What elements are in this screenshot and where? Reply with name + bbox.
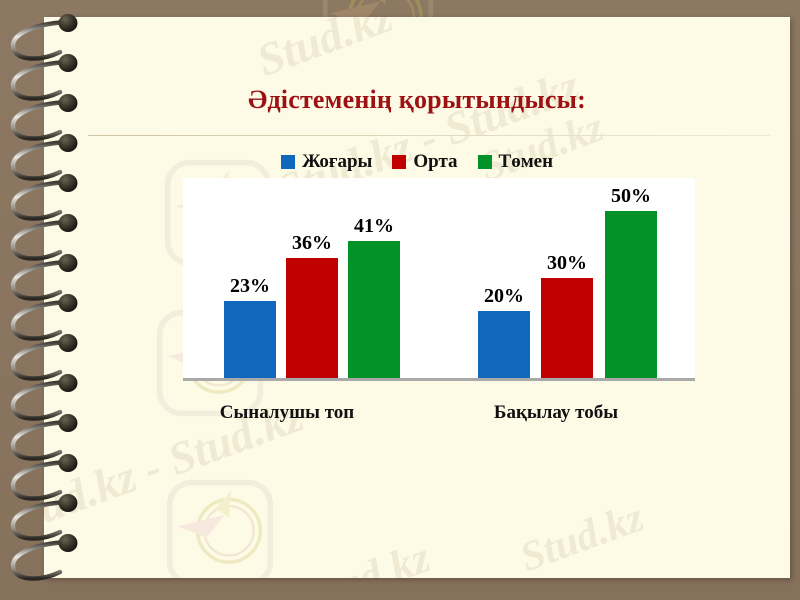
legend-item-label: Жоғары bbox=[301, 151, 373, 172]
title-divider bbox=[88, 135, 770, 136]
bar-1-2[interactable] bbox=[605, 211, 657, 378]
legend-item-label: Орта bbox=[413, 151, 458, 172]
bar-0-2[interactable] bbox=[348, 241, 400, 378]
legend-swatch-icon bbox=[477, 155, 492, 169]
legend-swatch-icon bbox=[280, 155, 295, 169]
bar-0-1[interactable] bbox=[286, 258, 338, 378]
watermark-bottom-mid: Stud.kz bbox=[294, 531, 437, 578]
category-label-1: Бақылау тобы bbox=[493, 402, 619, 423]
bar-1-1[interactable] bbox=[541, 278, 593, 378]
bar-value-label-1-0: 20% bbox=[484, 285, 524, 307]
bar-value-label-0-2: 41% bbox=[354, 215, 394, 237]
chart-axis-line bbox=[183, 378, 695, 381]
bar-value-label-1-1: 30% bbox=[547, 252, 587, 274]
legend-item-0[interactable]: Жоғары bbox=[280, 151, 373, 173]
stud-kz-logo-watermark-icon bbox=[166, 479, 274, 578]
slide-title: Әдістеменің қорытындысы: bbox=[248, 85, 586, 114]
bar-value-label-1-2: 50% bbox=[611, 185, 651, 207]
watermark-bottom-right: Stud.kz bbox=[514, 494, 650, 578]
legend-item-1[interactable]: Орта bbox=[392, 151, 458, 173]
bar-value-label-0-1: 36% bbox=[292, 232, 332, 254]
chart-legend: Жоғары Орта Төмен bbox=[44, 151, 790, 173]
legend-item-label: Төмен bbox=[498, 151, 554, 172]
bar-1-0[interactable] bbox=[478, 311, 530, 378]
watermark-top-left: Stud.kz bbox=[250, 17, 399, 86]
legend-item-2[interactable]: Төмен bbox=[477, 151, 554, 173]
notebook-page: Stud.kz Stud.kz - Stud.kz Stud.kz Stud.k… bbox=[44, 17, 790, 578]
category-label-0: Сыналушы топ bbox=[219, 402, 355, 423]
bar-0-0[interactable] bbox=[224, 301, 276, 378]
legend-swatch-icon bbox=[392, 155, 407, 169]
bar-value-label-0-0: 23% bbox=[230, 275, 270, 297]
